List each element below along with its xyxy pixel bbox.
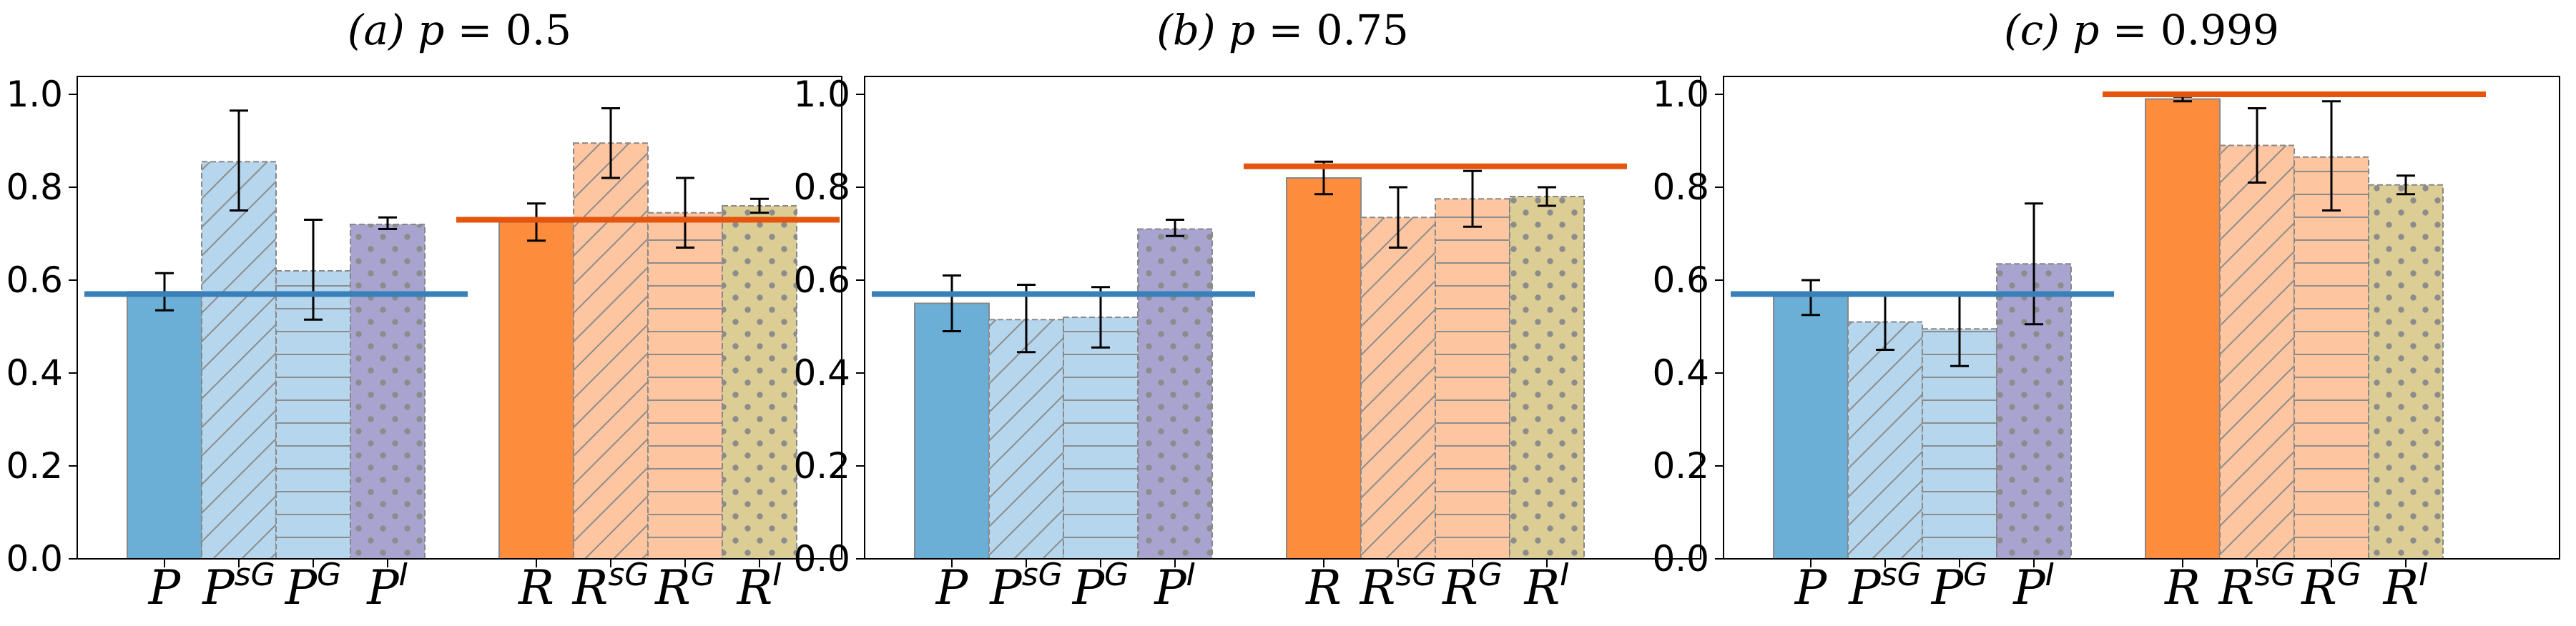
category-label: P bbox=[148, 560, 182, 615]
bar-P bbox=[914, 302, 990, 560]
error-bar bbox=[601, 107, 620, 179]
y-tick-label: 0.0 bbox=[1652, 538, 1709, 580]
bar-PsG bbox=[1847, 321, 1923, 560]
y-tick-label: 0.8 bbox=[1652, 167, 1709, 208]
error-bar bbox=[2322, 100, 2341, 212]
category-label: PsG bbox=[1848, 557, 1921, 615]
bar-RsG bbox=[1360, 217, 1436, 560]
category-label: RI bbox=[2383, 557, 2429, 615]
y-tick-label: 0.2 bbox=[1652, 445, 1709, 487]
y-tick-label: 0.0 bbox=[793, 538, 850, 580]
category-label: RI bbox=[1524, 557, 1570, 615]
bar-PsG bbox=[201, 161, 277, 560]
bar-RsG bbox=[573, 142, 649, 560]
error-bar bbox=[1801, 279, 1820, 317]
title-part: = 0.999 bbox=[2099, 6, 2279, 54]
bar-R bbox=[498, 221, 574, 560]
error-bar bbox=[2025, 202, 2043, 326]
error-bar bbox=[1389, 186, 1407, 249]
y-tick-label: 0.0 bbox=[6, 538, 63, 580]
category-label: PG bbox=[285, 557, 342, 615]
error-bar bbox=[2396, 174, 2415, 196]
bar-RG bbox=[2294, 156, 2369, 560]
category-label: RsG bbox=[572, 557, 649, 615]
y-tick-label: 0.4 bbox=[1652, 352, 1709, 394]
title-part: (b) bbox=[1156, 6, 1229, 54]
bar-P bbox=[127, 291, 202, 560]
category-label: PG bbox=[1072, 557, 1129, 615]
category-label: P bbox=[935, 560, 969, 615]
title-part: (a) bbox=[348, 6, 418, 54]
title-var: p bbox=[1229, 6, 1255, 54]
y-tick-label: 0.4 bbox=[6, 352, 63, 394]
error-bar bbox=[1166, 219, 1184, 237]
axes-frame bbox=[864, 76, 1701, 560]
error-bar bbox=[943, 274, 961, 332]
y-tick-label: 0.4 bbox=[793, 352, 850, 394]
y-tick-label: 0.2 bbox=[6, 445, 63, 487]
y-tick-label: 0.8 bbox=[6, 167, 63, 208]
title-part: = 0.75 bbox=[1255, 6, 1409, 54]
axes-frame bbox=[1723, 76, 2560, 560]
bar-R bbox=[2145, 98, 2221, 560]
y-tick-label: 0.6 bbox=[6, 259, 63, 301]
category-label: RsG bbox=[2218, 557, 2296, 615]
bar-PsG bbox=[988, 319, 1064, 560]
error-bar bbox=[304, 219, 323, 321]
y-tick-label: 1.0 bbox=[6, 74, 63, 115]
error-bar bbox=[2248, 107, 2266, 184]
error-bar bbox=[1463, 169, 1482, 228]
error-bar bbox=[750, 197, 769, 214]
panel-3: (c) p = 0.999 P PsG PG PI R RsG RG RI 0.0 0.2 0.4 0.… bbox=[1652, 6, 2560, 615]
error-bar bbox=[1538, 186, 1556, 207]
error-bar bbox=[1091, 286, 1110, 349]
bar-RI bbox=[722, 205, 797, 560]
axes-frame bbox=[77, 76, 842, 560]
category-label: PG bbox=[1931, 557, 1988, 615]
category-label: R bbox=[1305, 560, 1342, 615]
bar-RG bbox=[1435, 198, 1510, 560]
category-label: P bbox=[1794, 560, 1828, 615]
category-label: PI bbox=[366, 557, 408, 615]
category-label: RI bbox=[737, 557, 782, 615]
title-part: = 0.5 bbox=[444, 6, 571, 54]
error-bar bbox=[676, 177, 694, 249]
panel-title: (a) p = 0.5 bbox=[348, 6, 571, 54]
y-tick-label: 0.6 bbox=[1652, 259, 1709, 301]
bar-PI bbox=[350, 224, 426, 560]
bar-RsG bbox=[2219, 144, 2295, 560]
panel-title: (b) p = 0.75 bbox=[1156, 6, 1409, 54]
category-label: RG bbox=[1442, 557, 1503, 615]
bar-RI bbox=[1509, 196, 1585, 560]
error-bar bbox=[230, 109, 248, 212]
bar-RG bbox=[647, 212, 723, 560]
y-tick-label: 0.2 bbox=[793, 445, 850, 487]
category-label: PI bbox=[1154, 557, 1195, 615]
title-var: p bbox=[418, 6, 444, 54]
category-label: R bbox=[2164, 560, 2201, 615]
bar-RI bbox=[2368, 184, 2444, 560]
category-label: R bbox=[518, 560, 554, 615]
bar-P bbox=[1773, 295, 1849, 560]
y-tick-label: 0.8 bbox=[793, 167, 850, 208]
category-label: RsG bbox=[1360, 557, 1437, 615]
category-label: RG bbox=[2301, 557, 2361, 615]
title-var: p bbox=[2073, 6, 2099, 54]
error-bar bbox=[378, 216, 397, 230]
bar-PG bbox=[1063, 317, 1139, 560]
y-tick-label: 1.0 bbox=[793, 74, 850, 115]
panel-2: (b) p = 0.75 P PsG PG PI R RsG RG RI 0.0 0.2 0.4 0.6… bbox=[793, 6, 1701, 615]
bar-PI bbox=[1137, 228, 1213, 560]
category-label: PsG bbox=[989, 557, 1062, 615]
panel-title: (c) p = 0.999 bbox=[2004, 6, 2279, 54]
category-label: PsG bbox=[202, 557, 275, 615]
y-tick-label: 0.6 bbox=[793, 259, 850, 301]
bar-R bbox=[1286, 177, 1362, 560]
panel-1: (a) p = 0.5 P PsG PG PI R RsG RG RI 0.0 0.2 0.4 0.6 0… bbox=[6, 6, 842, 615]
category-label: PI bbox=[2012, 557, 2054, 615]
category-label: RG bbox=[654, 557, 715, 615]
y-tick-label: 1.0 bbox=[1652, 74, 1709, 115]
title-part: (c) bbox=[2004, 6, 2073, 54]
